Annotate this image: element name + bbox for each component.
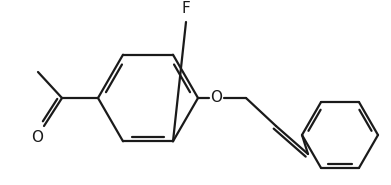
Text: F: F: [182, 1, 190, 16]
Text: O: O: [31, 130, 43, 145]
Text: O: O: [210, 90, 222, 105]
